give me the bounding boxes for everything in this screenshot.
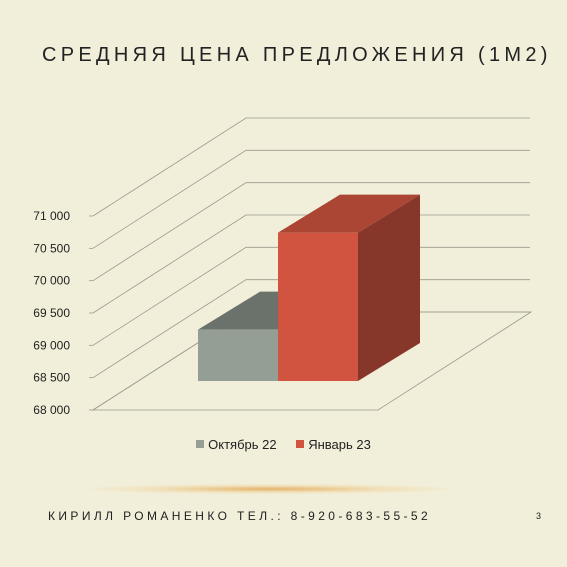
bar-1-front <box>278 232 358 381</box>
bar-1 <box>278 194 420 381</box>
legend-item-october: Октябрь 22 <box>196 436 277 452</box>
gridline-4 <box>92 182 530 282</box>
y-tick-label-0: 68 000 <box>33 403 70 417</box>
chart-bars <box>198 194 420 381</box>
decorative-glow-line <box>90 484 450 494</box>
page-number: 3 <box>536 511 542 521</box>
y-tick-label-4: 70 000 <box>33 274 70 288</box>
legend-item-january: Январь 23 <box>296 437 371 452</box>
gridline-5 <box>92 149 530 249</box>
y-axis-ticks: 68 000 68 500 69 000 69 500 70 000 70 500 71 0… <box>33 209 70 417</box>
footer-contact: КИРИЛЛ РОМАНЕНКО ТЕЛ.: 8-920-683-55-52 <box>48 509 432 523</box>
y-tick-label-1: 68 500 <box>33 371 70 385</box>
gridline-2 <box>92 246 530 346</box>
chart-legend: Октябрь 22 Январь 23 <box>0 436 567 452</box>
bar-0-front <box>198 329 278 381</box>
bar-1-side <box>358 194 420 381</box>
legend-swatch-october <box>196 440 205 448</box>
y-tick-label-5: 70 500 <box>33 241 70 255</box>
bar-1-top <box>278 194 420 233</box>
y-tick-label-6: 71 000 <box>33 209 70 223</box>
legend-label-october: Октябрь 22 <box>208 436 277 452</box>
chart-title: СРЕДНЯЯ ЦЕНА ПРЕДЛОЖЕНИЯ (1М2) <box>42 44 552 66</box>
legend-swatch-january <box>296 440 305 448</box>
gridline-1 <box>92 279 530 379</box>
y-tick-label-2: 69 000 <box>33 338 70 352</box>
y-tick-label-3: 69 500 <box>33 306 70 320</box>
gridline-3 <box>92 214 530 314</box>
gridline-6 <box>92 117 530 217</box>
legend-label-january: Январь 23 <box>308 436 371 452</box>
